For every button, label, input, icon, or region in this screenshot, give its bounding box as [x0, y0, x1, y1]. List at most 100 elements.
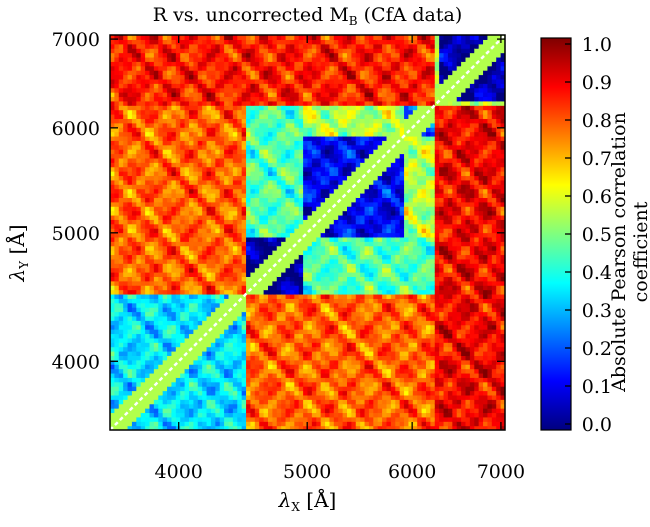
heatmap-cell [329, 403, 335, 409]
heatmap-cell [136, 390, 142, 396]
heatmap-cell [347, 276, 352, 282]
heatmap-cell [289, 232, 295, 238]
heatmap-cell [263, 43, 269, 49]
heatmap-cell [175, 100, 181, 106]
heatmap-cell [149, 307, 155, 313]
heatmap-cell [158, 96, 164, 102]
heatmap-cell [263, 61, 269, 67]
heatmap-cell [123, 100, 129, 106]
heatmap-cell [197, 315, 203, 321]
heatmap-cell [189, 381, 194, 387]
heatmap-cell [347, 263, 352, 269]
heatmap-cell [123, 153, 129, 159]
heatmap-cell [285, 298, 291, 304]
heatmap-cell [250, 342, 256, 348]
heatmap-cell [307, 232, 313, 238]
heatmap-cell [307, 70, 313, 76]
heatmap-cell [127, 175, 133, 181]
heatmap-cell [241, 188, 247, 194]
heatmap-cell [189, 408, 194, 414]
heatmap-cell [171, 70, 177, 76]
heatmap-cell [136, 105, 142, 111]
heatmap-cell [167, 56, 173, 62]
heatmap-cell [237, 109, 243, 115]
heatmap-cell [228, 214, 234, 220]
heatmap-cell [215, 144, 221, 150]
heatmap-cell [329, 263, 335, 269]
heatmap-cell [347, 289, 352, 295]
heatmap-cell [333, 140, 339, 146]
heatmap-cell [263, 105, 269, 111]
heatmap-cell [351, 359, 357, 365]
heatmap-cell [325, 298, 331, 304]
heatmap-cell [329, 236, 335, 242]
heatmap-cell [127, 140, 133, 146]
heatmap-cell [145, 175, 151, 181]
heatmap-cell [114, 92, 120, 98]
heatmap-cell [311, 210, 317, 216]
heatmap-cell [232, 100, 238, 106]
heatmap-cell [167, 403, 173, 409]
heatmap-cell [140, 100, 146, 106]
heatmap-cell [259, 70, 265, 76]
heatmap-cell [189, 197, 194, 203]
heatmap-cell [320, 399, 326, 405]
heatmap-cell [197, 109, 203, 115]
heatmap-cell [202, 280, 208, 286]
heatmap-cell [254, 258, 260, 264]
heatmap-cell [294, 289, 300, 295]
heatmap-cell [153, 346, 159, 352]
heatmap-cell [140, 223, 146, 229]
heatmap-cell [110, 355, 115, 361]
heatmap-cell [202, 153, 208, 159]
heatmap-cell [219, 127, 225, 133]
heatmap-cell [298, 162, 304, 168]
heatmap-cell [153, 153, 159, 159]
heatmap-cell [184, 157, 190, 163]
heatmap-cell [347, 232, 352, 238]
heatmap-cell [254, 219, 260, 225]
heatmap-cell [351, 421, 357, 427]
heatmap-cell [114, 403, 120, 409]
heatmap-cell [123, 96, 129, 102]
heatmap-cell [167, 320, 173, 326]
heatmap-cell [298, 263, 304, 269]
heatmap-cell [228, 267, 234, 273]
heatmap-cell [298, 171, 304, 177]
heatmap-cell [175, 175, 181, 181]
heatmap-cell [329, 83, 335, 89]
heatmap-cell [127, 403, 133, 409]
heatmap-cell [184, 162, 190, 168]
heatmap-cell [202, 179, 208, 185]
heatmap-cell [228, 324, 234, 330]
heatmap-cell [127, 197, 133, 203]
heatmap-cell [202, 346, 208, 352]
heatmap-cell [197, 342, 203, 348]
heatmap-cell [123, 52, 129, 58]
heatmap-cell [303, 83, 309, 89]
heatmap-cell [197, 157, 203, 163]
heatmap-cell [298, 70, 304, 76]
heatmap-cell [272, 92, 278, 98]
heatmap-cell [289, 355, 295, 361]
heatmap-cell [189, 263, 194, 269]
heatmap-cell [149, 263, 155, 269]
heatmap-cell [175, 408, 181, 414]
heatmap-cell [153, 35, 159, 40]
heatmap-cell [171, 280, 177, 286]
heatmap-cell [268, 245, 273, 251]
heatmap-cell [246, 65, 252, 71]
heatmap-cell [193, 368, 199, 374]
heatmap-cell [118, 214, 124, 220]
heatmap-cell [298, 254, 304, 260]
heatmap-cell [171, 131, 177, 137]
heatmap-cell [206, 56, 212, 62]
heatmap-cell [307, 412, 313, 418]
heatmap-cell [162, 131, 168, 137]
heatmap-cell [294, 166, 300, 172]
heatmap-cell [140, 241, 146, 247]
heatmap-cell [219, 298, 225, 304]
heatmap-cell [246, 122, 252, 128]
heatmap-cell [259, 311, 265, 317]
heatmap-cell [276, 293, 282, 299]
